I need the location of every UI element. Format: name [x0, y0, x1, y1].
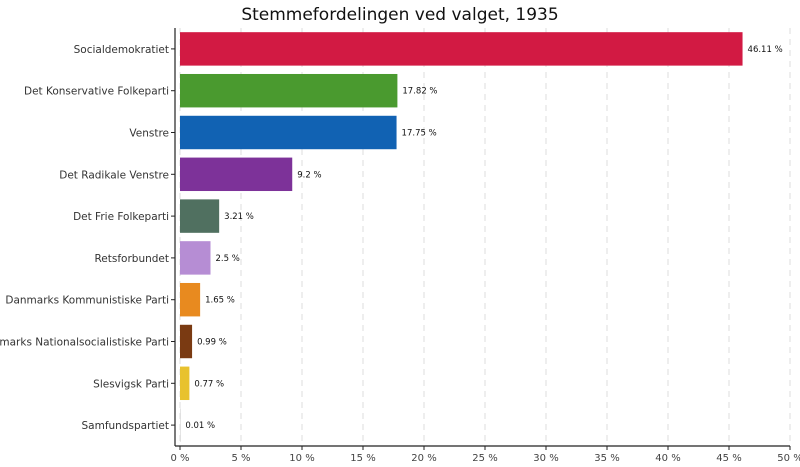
- chart-title: Stemmefordelingen ved valget, 1935: [241, 5, 558, 25]
- category-label: Retsforbundet: [94, 253, 169, 265]
- value-label: 46.11 %: [748, 45, 783, 55]
- x-tick-label: 30 %: [533, 453, 558, 464]
- value-label: 0.77 %: [194, 379, 224, 389]
- category-label: Det Frie Folkeparti: [73, 211, 169, 223]
- x-tick-label: 10 %: [289, 453, 314, 464]
- x-tick-label: 40 %: [655, 453, 680, 464]
- category-label: Slesvigsk Parti: [93, 378, 169, 390]
- bar-6: [180, 282, 201, 317]
- x-tick-label: 35 %: [594, 453, 619, 464]
- category-label: Socialdemokratiet: [74, 44, 169, 56]
- value-labels: 46.11 % 17.82 % 17.75 % 9.2 % 3.21 % 2.5 % 1.6…: [185, 45, 782, 431]
- value-label: 1.65 %: [205, 296, 235, 306]
- value-label: 2.5 %: [216, 254, 240, 264]
- bar-1: [180, 73, 398, 108]
- category-label: Det Radikale Venstre: [59, 169, 169, 181]
- value-label: 0.99 %: [197, 338, 227, 348]
- category-label: Venstre: [129, 128, 169, 140]
- bars: [180, 32, 743, 442]
- bar-2: [180, 115, 397, 150]
- value-label: 0.01 %: [185, 421, 215, 431]
- x-tick-label: 20 %: [411, 453, 436, 464]
- bar-7: [180, 324, 193, 359]
- value-label: 17.75 %: [402, 129, 437, 139]
- value-label: 3.21 %: [224, 212, 254, 222]
- category-labels: Socialdemokratiet Det Konservative Folkep…: [0, 44, 169, 432]
- category-label: Danmarks Nationalsocialistiske Parti: [0, 337, 169, 349]
- category-label: Samfundspartiet: [82, 420, 170, 432]
- value-label: 17.82 %: [402, 87, 437, 97]
- bar-4: [180, 199, 220, 233]
- bar-3: [180, 157, 293, 192]
- x-tick-label: 0 %: [170, 453, 189, 464]
- category-label: Danmarks Kommunistiske Parti: [5, 295, 169, 307]
- x-tick-label: 15 %: [350, 453, 375, 464]
- x-tick-label: 5 %: [231, 453, 250, 464]
- axes: 0 % 5 % 10 % 15 % 20 % 25 % 30 % 35 % 40 % 45 % 50…: [170, 28, 800, 464]
- bar-0: [180, 32, 743, 66]
- x-tick-label: 50 %: [777, 453, 800, 464]
- bar-8: [180, 366, 190, 401]
- value-label: 9.2 %: [297, 170, 321, 180]
- x-tick-label: 25 %: [472, 453, 497, 464]
- x-tick-label: 45 %: [716, 453, 741, 464]
- category-label: Det Konservative Folkeparti: [24, 86, 169, 98]
- bar-5: [180, 241, 211, 275]
